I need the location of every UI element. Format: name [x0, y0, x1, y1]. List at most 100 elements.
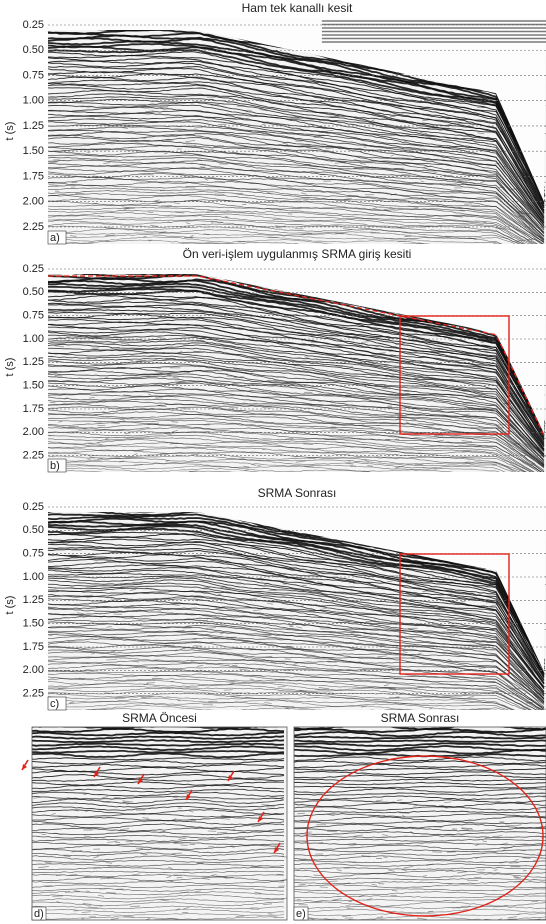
reflector: [48, 121, 545, 224]
noise: [369, 113, 381, 115]
reflector: [48, 355, 545, 452]
noise: [501, 431, 513, 433]
reflector: [48, 341, 545, 450]
noise: [226, 375, 238, 377]
reflector: [48, 582, 545, 688]
reflector: [48, 318, 545, 440]
reflector: [48, 126, 545, 224]
reflector: [32, 757, 285, 761]
reflector: [48, 451, 517, 472]
noise: [445, 869, 454, 872]
noise: [339, 161, 347, 163]
noise: [516, 913, 521, 916]
noise: [125, 358, 134, 362]
reflector: [48, 421, 543, 472]
noise: [249, 649, 256, 651]
noise: [182, 612, 188, 615]
reflector: [48, 592, 545, 689]
noise: [421, 368, 431, 370]
reflector: [32, 781, 284, 786]
noise: [157, 337, 166, 339]
noise: [183, 907, 190, 910]
reflector: [48, 573, 545, 685]
noise: [190, 659, 195, 662]
reflector: [48, 540, 545, 676]
tick-label: 0.25: [23, 501, 44, 513]
reflector: [48, 527, 545, 670]
noise: [231, 695, 241, 698]
reflector: [48, 210, 531, 244]
noise: [325, 147, 335, 149]
noise: [99, 905, 103, 907]
noise: [364, 460, 370, 462]
noise: [135, 142, 144, 145]
noise: [261, 655, 273, 658]
noise: [154, 371, 163, 374]
noise: [270, 588, 279, 591]
axis-label: t (s): [4, 596, 16, 615]
noise: [417, 130, 423, 133]
reflector: [294, 899, 546, 902]
reflector: [32, 916, 285, 920]
reflector: [32, 791, 285, 797]
noise: [71, 850, 83, 853]
noise: [500, 371, 506, 373]
reflector: [48, 515, 545, 666]
noise: [532, 859, 538, 862]
noise: [99, 615, 106, 618]
noise: [199, 166, 206, 168]
noise: [383, 675, 390, 677]
reflector: [294, 742, 546, 748]
noise: [251, 463, 257, 466]
noise: [387, 580, 393, 583]
reflector: [48, 531, 545, 671]
noise: [495, 690, 505, 693]
noise: [103, 801, 111, 803]
noise: [48, 184, 59, 186]
noise: [327, 830, 338, 833]
noise: [383, 684, 389, 687]
noise: [466, 648, 470, 650]
reflector: [294, 727, 546, 734]
reflector: [32, 848, 285, 854]
noise: [525, 656, 532, 660]
tick-label: 0.75: [23, 310, 44, 322]
panel-title: Ön veri-işlem uygulanmış SRMA giriş kesi…: [183, 247, 412, 261]
noise: [457, 871, 467, 874]
reflector: [294, 838, 546, 842]
noise: [493, 869, 498, 872]
noise: [350, 843, 357, 846]
reflector: [294, 810, 546, 814]
tick-label: 1.25: [23, 120, 44, 132]
noise: [523, 160, 527, 163]
noise: [404, 579, 414, 582]
reflector: [48, 656, 545, 709]
reflector: [48, 569, 545, 684]
noise: [461, 440, 473, 443]
noise: [296, 626, 303, 629]
noise: [393, 167, 405, 170]
noise: [142, 817, 149, 819]
reflector: [48, 382, 545, 462]
noise: [146, 143, 153, 145]
noise: [197, 158, 203, 162]
letter-bg: [47, 230, 67, 245]
reflector: [48, 696, 510, 710]
noise: [376, 643, 385, 646]
noise: [423, 165, 432, 168]
panel-letter: b): [50, 460, 60, 472]
seafloor-pick: [48, 275, 545, 436]
noise: [220, 625, 229, 628]
noise: [251, 824, 261, 827]
reflector: [32, 735, 285, 740]
noise: [423, 425, 434, 428]
reflector: [48, 297, 545, 436]
noise: [81, 665, 86, 668]
noise: [159, 189, 165, 192]
reflector: [294, 768, 546, 772]
noise: [83, 793, 88, 795]
noise: [361, 424, 366, 426]
noise: [376, 916, 384, 919]
noise: [366, 898, 373, 901]
noise: [472, 390, 484, 393]
